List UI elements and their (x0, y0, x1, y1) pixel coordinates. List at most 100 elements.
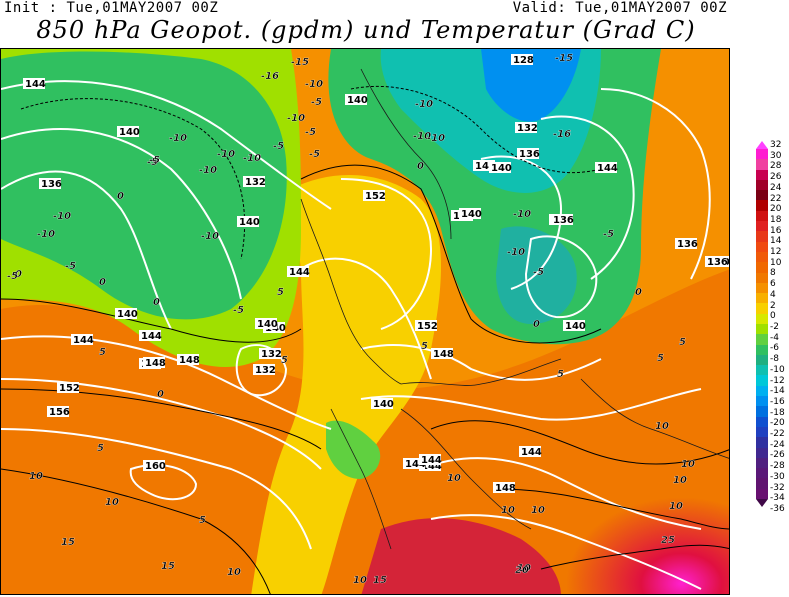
geopotential-label-box (23, 78, 45, 89)
geopotential-label: 144 (73, 335, 94, 346)
geopotential-label: 140 (491, 163, 512, 174)
temperature-label: 0 (417, 161, 424, 172)
temperature-label: 10 (517, 563, 531, 574)
colorbar-segment (756, 324, 768, 335)
temperature-label: -10 (507, 247, 525, 258)
colorbar-tick-label: -32 (770, 482, 785, 493)
temperature-label: 0 (635, 287, 642, 298)
temperature-label: 5 (277, 287, 284, 298)
colorbar-tick-label: -26 (770, 450, 785, 461)
chart-title: 850 hPa Geopot. (gpdm) und Temperatur (G… (36, 16, 696, 44)
temperature-label: 25 (661, 535, 675, 546)
geopotential-label-box (143, 460, 165, 471)
geopotential-label: 136 (41, 179, 62, 190)
colorbar-tick-label: 20 (770, 204, 782, 215)
colorbar-segment (756, 210, 768, 222)
colorbar-tick-label: 4 (770, 289, 776, 300)
colorbar-segment (756, 365, 768, 376)
temperature-label: -10 (305, 79, 323, 90)
blue-core (481, 49, 581, 122)
colorbar-tick-label: -36 (770, 504, 785, 514)
temperature-label: 5 (421, 341, 428, 352)
colorbar-segment (756, 169, 768, 181)
geopotential-label: 140 (373, 399, 394, 410)
geopotential-label: 152 (417, 321, 438, 332)
temperature-label: 5 (657, 353, 664, 364)
isotherm-lines (1, 85, 729, 594)
colorbar-tick-label: 28 (770, 161, 782, 172)
temperature-label: 10 (655, 421, 669, 432)
temperature-label: -5 (305, 127, 316, 138)
colorbar-segment (756, 149, 768, 160)
colorbar-tick-label: 14 (770, 236, 782, 247)
geopotential-label: 132 (517, 123, 538, 134)
temperature-label: 5 (97, 443, 104, 454)
colorbar-segment (756, 426, 768, 438)
temperature-label: -5 (533, 267, 544, 278)
colorbar-segment (756, 282, 768, 294)
geopotential-label-box (431, 348, 453, 359)
colorbar-ticks: 32 30 28 26 24 22 20 18 16 14 12 10 8 6 4 2 0 -2 -4 -6 -8 -10… (770, 141, 789, 514)
colorbar-segment (756, 416, 768, 428)
colorbar-tick-label: 6 (770, 279, 776, 290)
geopotential-label-box (139, 330, 161, 341)
temperature-label: 10 (501, 505, 515, 516)
geopotential-label-box (143, 357, 165, 368)
colorbar-segment (756, 221, 768, 232)
geopotential-label-box (177, 354, 199, 365)
geopotential-label-box (705, 256, 727, 267)
geopotential-label: 148 (179, 355, 200, 366)
colorbar-tick-label: -12 (770, 375, 785, 386)
geopotential-label: 140 (347, 95, 368, 106)
colorbar-tick-label: -18 (770, 407, 785, 418)
geopotential-label: 140 (565, 321, 586, 332)
geopotential-label: 128 (513, 55, 534, 66)
geopotential-label-box (551, 214, 573, 225)
temperature-label: -10 (201, 231, 219, 242)
geopotential-label: 140 (119, 127, 140, 138)
geopotential-label: 136 (553, 215, 574, 226)
init-time: Init : Tue,01MAY2007 00Z (4, 0, 219, 16)
colorbar-tick-label: -20 (770, 418, 785, 429)
temperature-label: 0 (157, 389, 164, 400)
temperature-label: -10 (37, 229, 55, 240)
geopotential-label-box (675, 238, 697, 249)
colorbar-segment (756, 262, 768, 274)
geopotential-label-box (71, 334, 93, 345)
colorbar-tick-label: 0 (770, 311, 776, 322)
colorbar-segment (756, 334, 768, 346)
colorbar-segment (756, 179, 768, 191)
temperature-label: 15 (161, 561, 175, 572)
geopotential-isolines (1, 80, 711, 590)
colorbar-tick-label: -28 (770, 461, 785, 472)
temperature-label: -10 (169, 133, 187, 144)
temperature-label: -15 (555, 53, 573, 64)
geopotential-label-box (363, 190, 385, 201)
colorbar-segment (756, 385, 768, 397)
colorbar-tick-label: 12 (770, 247, 782, 258)
geopotential-label-box (563, 320, 585, 331)
colorbar-tick-label: -22 (770, 429, 785, 440)
temperature-label: 15 (61, 537, 75, 548)
geopotential-label-box (403, 458, 425, 469)
geopotential-label: 144 (421, 461, 442, 472)
colorbar-tick-label: -8 (770, 354, 779, 365)
geopotential-label: 144 (141, 331, 162, 342)
colorbar-segment (756, 437, 768, 449)
geopotential-label-box (595, 162, 617, 173)
colorbar-bottom-cap (756, 499, 768, 507)
colorbar-tick-label: 16 (770, 225, 782, 236)
colorbar-segment (756, 457, 768, 469)
geopotential-label-box (115, 308, 137, 319)
geopotential-label-box (515, 122, 537, 133)
temperature-label: -5 (7, 271, 18, 282)
colorbar-tick-label: -30 (770, 471, 785, 482)
geopotential-label: 136 (677, 239, 698, 250)
colorbar-segment (756, 293, 768, 304)
colorbar-tick-label: 18 (770, 214, 782, 225)
hot-patch-south (361, 518, 561, 594)
colorbar-segment (756, 303, 768, 315)
temperature-label: -10 (243, 153, 261, 164)
temperature-label: -10 (513, 209, 531, 220)
temperature-label: 10 (531, 505, 545, 516)
